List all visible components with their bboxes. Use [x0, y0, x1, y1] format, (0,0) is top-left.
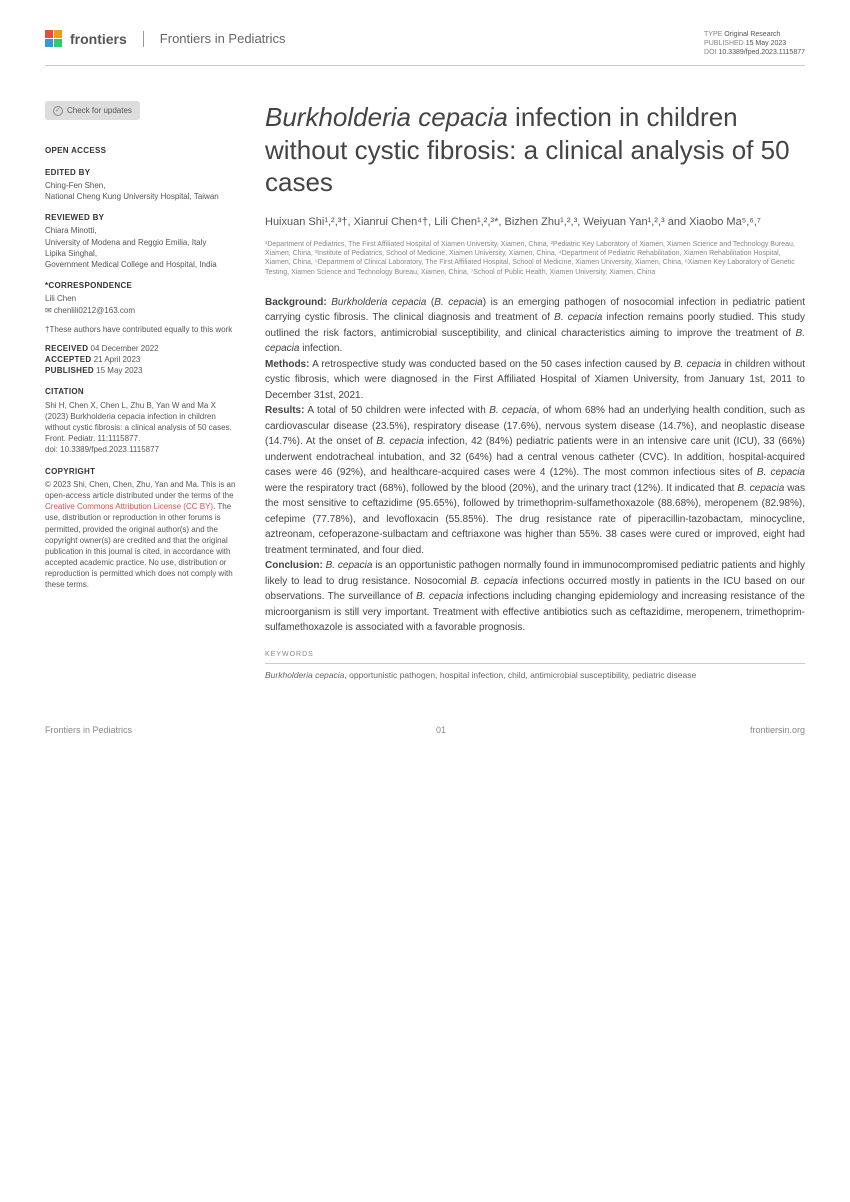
accepted-value: 21 April 2023 — [94, 355, 141, 364]
edited-by-label: EDITED BY — [45, 167, 240, 178]
sidebar: Check for updates OPEN ACCESS EDITED BY … — [45, 101, 240, 681]
doi-label: DOI — [704, 49, 716, 56]
brand-name: frontiers — [70, 31, 127, 47]
journal-name: Frontiers in Pediatrics — [160, 31, 286, 46]
page-header: frontiers Frontiers in Pediatrics TYPE O… — [45, 30, 805, 66]
brand-block: frontiers Frontiers in Pediatrics — [45, 30, 286, 47]
footer-journal: Frontiers in Pediatrics — [45, 725, 132, 735]
citation-label: CITATION — [45, 386, 240, 397]
article-title: Burkholderia cepacia infection in childr… — [265, 101, 805, 199]
correspondence-label: *CORRESPONDENCE — [45, 280, 240, 291]
footer-page-num: 01 — [436, 725, 446, 735]
cc-by-link[interactable]: Creative Commons Attribution License (CC… — [45, 502, 213, 511]
reviewed-by-value: Chiara Minotti, University of Modena and… — [45, 225, 240, 270]
abstract-methods: Methods: A retrospective study was condu… — [265, 357, 805, 404]
authors-list: Huixuan Shi¹,²,³†, Xianrui Chen⁴†, Lili … — [265, 214, 805, 231]
accepted-label: ACCEPTED — [45, 355, 91, 364]
copyright-pre: © 2023 Shi, Chen, Chen, Zhu, Yan and Ma.… — [45, 480, 235, 500]
check-updates-button[interactable]: Check for updates — [45, 101, 140, 120]
frontiers-logo-icon — [45, 30, 62, 47]
keywords-label: KEYWORDS — [265, 651, 805, 658]
title-italic: Burkholderia cepacia — [265, 102, 508, 132]
copyright-label: COPYRIGHT — [45, 466, 240, 477]
check-updates-label: Check for updates — [67, 105, 132, 116]
affiliations: ¹Department of Pediatrics, The First Aff… — [265, 240, 805, 276]
published-value: 15 May 2023 — [746, 40, 786, 47]
correspondence-value: Lili Chen ✉ chenlili0212@163.com — [45, 293, 240, 315]
abstract-background: Background: Burkholderia cepacia (B. cep… — [265, 295, 805, 357]
type-label: TYPE — [704, 31, 722, 38]
published-label: PUBLISHED — [704, 40, 744, 47]
keywords-text: Burkholderia cepacia, opportunistic path… — [265, 663, 805, 682]
type-value: Original Research — [724, 31, 780, 38]
copyright-post: . The use, distribution or reproduction … — [45, 502, 233, 589]
reviewed-by-label: REVIEWED BY — [45, 212, 240, 223]
copyright-text: © 2023 Shi, Chen, Chen, Zhu, Yan and Ma.… — [45, 479, 240, 591]
main-content: Burkholderia cepacia infection in childr… — [265, 101, 805, 681]
side-published-value: 15 May 2023 — [96, 366, 142, 375]
equal-contrib-note: †These authors have contributed equally … — [45, 324, 240, 335]
edited-by-value: Ching-Fen Shen, National Cheng Kung Univ… — [45, 180, 240, 202]
page-footer: Frontiers in Pediatrics 01 frontiersin.o… — [45, 717, 805, 735]
header-meta: TYPE Original Research PUBLISHED 15 May … — [704, 30, 805, 57]
abstract-results: Results: A total of 50 children were inf… — [265, 403, 805, 558]
check-icon — [53, 106, 63, 116]
footer-site[interactable]: frontiersin.org — [750, 725, 805, 735]
citation-value: Shi H, Chen X, Chen L, Zhu B, Yan W and … — [45, 400, 240, 456]
doi-value: 10.3389/fped.2023.1115877 — [718, 49, 805, 56]
divider — [143, 31, 144, 47]
open-access-label: OPEN ACCESS — [45, 145, 240, 156]
abstract-conclusion: Conclusion: B. cepacia is an opportunist… — [265, 558, 805, 636]
received-label: RECEIVED — [45, 344, 88, 353]
abstract: Background: Burkholderia cepacia (B. cep… — [265, 295, 805, 636]
side-published-label: PUBLISHED — [45, 366, 94, 375]
received-value: 04 December 2022 — [91, 344, 159, 353]
